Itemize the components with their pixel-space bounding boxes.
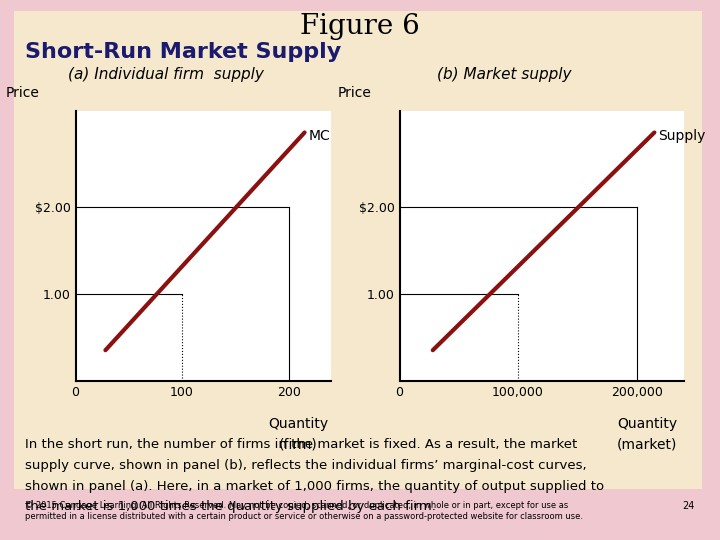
Text: (firm): (firm) bbox=[279, 437, 318, 451]
Text: (a) Individual firm  supply: (a) Individual firm supply bbox=[68, 67, 264, 82]
Text: © 2015 Cengage Learning. All Rights Reserved. May not be copied, scanned, or dup: © 2015 Cengage Learning. All Rights Rese… bbox=[25, 501, 583, 521]
Text: Supply: Supply bbox=[658, 129, 706, 143]
Text: supply curve, shown in panel (b), reflects the individual firms’ marginal-cost c: supply curve, shown in panel (b), reflec… bbox=[25, 459, 587, 472]
Y-axis label: Price: Price bbox=[6, 86, 40, 100]
Text: Short-Run Market Supply: Short-Run Market Supply bbox=[25, 42, 341, 62]
Text: Quantity: Quantity bbox=[617, 417, 677, 431]
Text: shown in panel (a). Here, in a market of 1,000 firms, the quantity of output sup: shown in panel (a). Here, in a market of… bbox=[25, 480, 604, 492]
Text: (market): (market) bbox=[617, 437, 678, 451]
Text: Quantity: Quantity bbox=[268, 417, 328, 431]
FancyBboxPatch shape bbox=[14, 11, 702, 489]
Text: In the short run, the number of firms in the market is fixed. As a result, the m: In the short run, the number of firms in… bbox=[25, 438, 577, 451]
Text: the market is 1,000 times the quantity supplied by each firm.: the market is 1,000 times the quantity s… bbox=[25, 500, 436, 513]
Text: 24: 24 bbox=[683, 501, 695, 511]
Text: MC: MC bbox=[309, 129, 330, 143]
Y-axis label: Price: Price bbox=[337, 86, 372, 100]
Text: (b) Market supply: (b) Market supply bbox=[437, 67, 571, 82]
Text: Figure 6: Figure 6 bbox=[300, 14, 420, 40]
